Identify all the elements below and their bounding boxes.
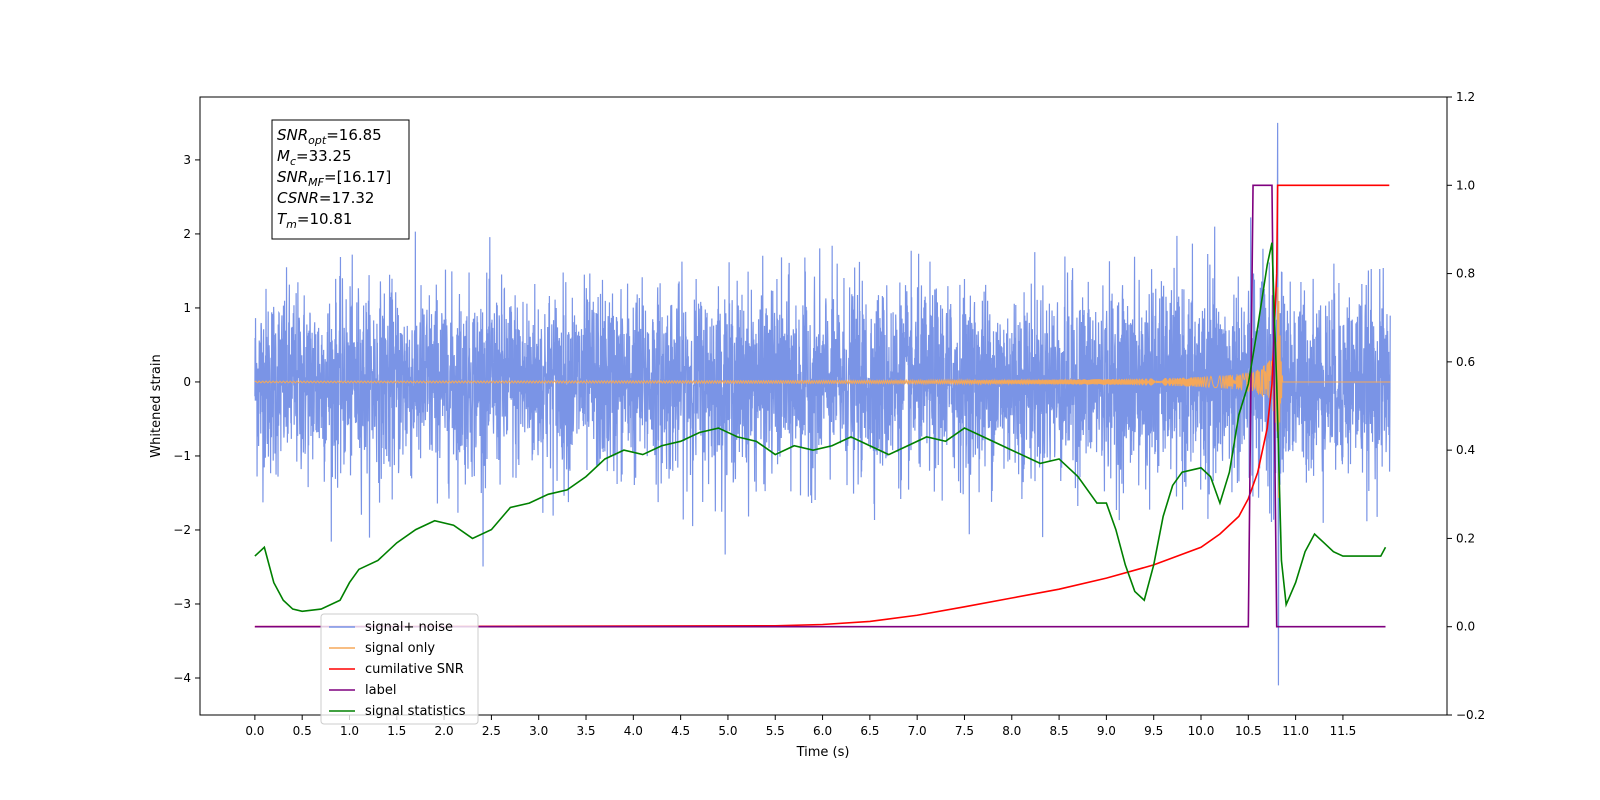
y2-tick-label: 1.2 [1456,90,1475,104]
x-tick-label: 8.5 [1050,724,1069,738]
legend-label: signal statistics [365,704,466,719]
x-tick-label: 5.5 [766,724,785,738]
x-tick-label: 2.0 [435,724,454,738]
info-box-line: SNRopt=16.85 [277,126,382,147]
legend-label: signal only [365,641,435,656]
y-tick-label: −2 [173,523,191,537]
x-tick-label: 8.0 [1002,724,1021,738]
x-tick-label: 9.5 [1144,724,1163,738]
x-tick-label: 6.0 [813,724,832,738]
x-tick-label: 0.0 [245,724,264,738]
y-tick-label: 1 [183,301,191,315]
y2-tick-label: 0.8 [1456,267,1475,281]
plot-frame [199,96,1448,716]
info-box-line: CSNR=17.32 [277,189,374,207]
x-tick-label: 11.5 [1330,724,1357,738]
x-tick-label: 7.0 [908,724,927,738]
y2-tick-label: 0.4 [1456,443,1475,457]
x-tick-label: 11.0 [1282,724,1309,738]
y2-tick-label: −0.2 [1456,708,1485,722]
x-tick-label: 7.5 [955,724,974,738]
y2-tick-label: 0.0 [1456,620,1475,634]
x-tick-label: 0.5 [293,724,312,738]
y-axis-label: Whitened strain [149,354,164,457]
series-signal-noise [254,122,1391,686]
info-box-line: SNRMF=[16.17] [277,168,391,189]
info-box-line: Mc=33.25 [277,147,352,168]
x-tick-label: 3.0 [529,724,548,738]
y-tick-label: −1 [173,449,191,463]
x-tick-label: 4.5 [671,724,690,738]
legend-label: signal+ noise [365,620,453,635]
legend-label: label [365,683,396,698]
y-tick-label: 2 [183,227,191,241]
x-tick-label: 6.5 [860,724,879,738]
info-box-line: Tm=10.81 [277,210,352,231]
x-tick-label: 1.0 [340,724,359,738]
legend-label: cumilative SNR [365,662,464,677]
x-axis: 0.0 0.5 1.0 1.5 2.0 2.5 3.0 3.5 4.0 4.5 5.0 5.5 6.0 6… [245,715,1356,738]
series-signal-statistics [254,242,1387,613]
y2-tick-label: 0.6 [1456,355,1475,369]
series-label [254,184,1386,628]
info-box: SNRopt=16.85Mc=33.25SNRMF=[16.17]CSNR=17… [271,119,410,240]
y-axis-left: −4 −3 −2 −1 0 1 2 3 [173,153,200,685]
series-signal-only [254,287,1391,498]
x-tick-label: 5.0 [718,724,737,738]
y-axis-right: −0.2 0.0 0.2 0.4 0.6 0.8 1.0 1.2 [1447,90,1485,722]
x-tick-label: 10.5 [1235,724,1262,738]
y-tick-label: −3 [173,597,191,611]
y2-tick-label: 1.0 [1456,178,1475,192]
x-tick-label: 3.5 [576,724,595,738]
y-tick-label: 0 [183,375,191,389]
x-tick-label: 2.5 [482,724,501,738]
series-cumulative-snr [254,184,1390,628]
series-layer [254,122,1391,686]
y-tick-label: −4 [173,671,191,685]
x-tick-label: 9.0 [1097,724,1116,738]
info-box-frame [271,119,410,240]
x-tick-label: 10.0 [1188,724,1215,738]
legend-frame [320,613,479,725]
y-tick-label: 3 [183,153,191,167]
legend: signal+ noise signal only cumilative SNR la… [320,613,479,725]
x-tick-label: 4.0 [624,724,643,738]
x-axis-label: Time (s) [796,745,850,760]
x-tick-label: 1.5 [387,724,406,738]
y2-tick-label: 0.2 [1456,531,1475,545]
